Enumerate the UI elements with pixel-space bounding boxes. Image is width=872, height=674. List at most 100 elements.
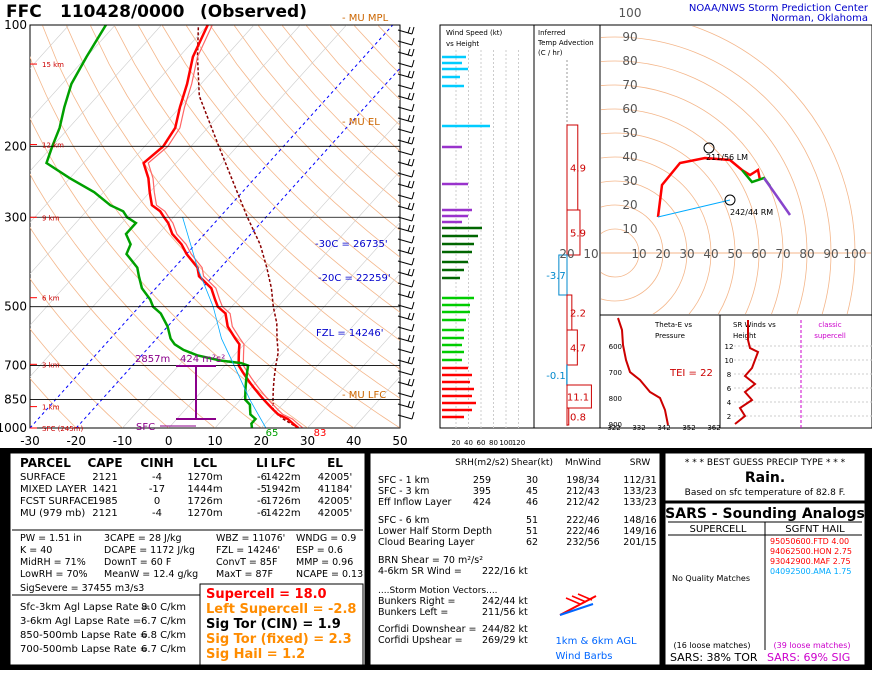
wind-barb-flag	[412, 280, 414, 287]
pressure-tick-label: 850	[4, 393, 27, 407]
parcel-cell: 1726m	[265, 496, 300, 507]
srw-y-label: 6	[727, 385, 732, 393]
srwind-value: 222/16 kt	[482, 566, 528, 577]
kin-cell: SFC - 6 km	[378, 515, 429, 526]
composite-param: Sig Hail = 1.2	[206, 647, 305, 662]
temp-tick-label: -20	[66, 434, 86, 448]
wind-barb-flag	[412, 291, 414, 298]
wind-barb-flag	[412, 346, 414, 353]
parcel-header: CAPE	[87, 456, 122, 470]
precip-title: * * * BEST GUESS PRECIP TYPE * * *	[685, 458, 846, 468]
advection-title-2: Temp Advection	[537, 39, 594, 47]
wind-barb-flag	[412, 126, 414, 133]
sars-hail-match: 04092500.AMA 1.75	[770, 567, 851, 576]
wind-barb-flag	[412, 368, 414, 375]
bunkers-l-label: Bunkers Left =	[378, 607, 448, 618]
lapse-label: 700-500mb Lapse Rate =	[20, 644, 148, 655]
wind-barb-flag	[412, 236, 414, 243]
parcel-cell: MIXED LAYER	[20, 484, 87, 495]
sigsevere-label: SigSevere = 37455 m3/s3	[20, 583, 144, 594]
hodo-ring-label: 50	[622, 126, 637, 140]
lapse-value: 6.7 C/km	[141, 644, 186, 655]
sars-hail-match: 93042900.MAF 2.75	[770, 557, 851, 566]
height-label: 3 km	[42, 361, 60, 369]
advection-value: -3.7	[546, 271, 566, 282]
kin-header: SRW	[630, 458, 651, 468]
thermo-cell: ESP = 0.6	[296, 545, 343, 556]
wind-barb-flag	[412, 181, 414, 188]
srw-y-label: 10	[725, 357, 734, 365]
kin-cell: 51	[526, 526, 538, 537]
fzl-label: FZL = 14246'	[316, 328, 383, 339]
sars-loose-2: (39 loose matches)	[774, 641, 851, 650]
advection-value: 2.2	[570, 309, 586, 320]
kin-cell: 133/23	[623, 486, 656, 497]
wind-tick-label: 80	[489, 439, 498, 447]
wind-tick-label: 40	[464, 439, 473, 447]
wind-barb-flag2	[408, 181, 410, 187]
parcel-cell: SURFACE	[20, 472, 65, 483]
corfidi-d-value: 244/82 kt	[482, 624, 528, 635]
srw-y-label: 4	[727, 399, 732, 407]
sr-winds-panel: SR Winds vsHeightclassicsupercell1210864…	[720, 315, 872, 428]
kin-cell: 46	[526, 497, 538, 508]
wind-tick-label: 100	[499, 439, 512, 447]
kin-cell: 232/56	[566, 537, 599, 548]
mu-el-label: - MU EL	[342, 117, 380, 128]
advection-title-1: Inferred	[538, 29, 566, 37]
height-label: 6 km	[42, 295, 60, 303]
thetae-title-2: Pressure	[655, 332, 685, 340]
parcel-header: PARCEL	[20, 456, 71, 470]
composite-param: Sig Tor (fixed) = 2.3	[206, 632, 352, 647]
kin-header: MnWind	[565, 458, 601, 468]
wind-barb-flag2	[408, 269, 410, 275]
kin-cell: 222/46	[566, 526, 599, 537]
kin-cell: 148/16	[623, 515, 656, 526]
parcel-cell: 2121	[92, 508, 117, 519]
parcel-header: LI	[256, 456, 268, 470]
thermo-cell: NCAPE = 0.13	[296, 569, 363, 580]
parcel-cell: 0	[154, 496, 160, 507]
parcel-cell: 1942m	[265, 484, 300, 495]
srw-tag-1: classic	[818, 321, 841, 329]
kin-cell: SFC - 3 km	[378, 486, 429, 497]
hodo-x-label: 10	[583, 247, 598, 261]
thermo-cell: 3CAPE = 28 J/kg	[104, 533, 182, 544]
wind-barb-flag2	[408, 313, 410, 319]
thermo-cell: PW = 1.51 in	[20, 533, 82, 544]
iso-20-label: -20C = 22259'	[318, 273, 391, 284]
wind-barb-flag	[412, 49, 414, 56]
surface-dew-label: 65	[266, 428, 279, 439]
pressure-tick-label: 700	[4, 359, 27, 373]
wind-barb-flag	[412, 412, 414, 419]
wind-barb-flag	[412, 335, 414, 342]
parcel-cell: MU (979 mb)	[20, 508, 85, 519]
parcel-cell: 41184'	[318, 484, 353, 495]
sars-title: SARS - Sounding Analogs	[665, 506, 865, 522]
thetae-title-1: Theta-E vs	[654, 321, 692, 329]
thermo-cell: MeanW = 12.4 g/kg	[104, 569, 198, 580]
lapse-label: 850-500mb Lapse Rate =	[20, 630, 148, 641]
wind-barb-flag	[412, 27, 414, 34]
pressure-tick-label: 300	[4, 210, 27, 224]
wind-barb-flag	[412, 269, 414, 276]
kin-cell: 45	[526, 486, 538, 497]
advection-value: 0.8	[570, 413, 586, 424]
temp-tick-label: -10	[113, 434, 133, 448]
wind-barb-flag	[412, 390, 414, 397]
thermo-cell: MMP = 0.96	[296, 557, 353, 568]
srw-y-label: 8	[727, 371, 731, 379]
wind-barb-flag2	[408, 335, 410, 341]
pressure-tick-label: 100	[4, 18, 27, 32]
sars-sig: SARS: 69% SIG	[767, 651, 850, 664]
lapse-value: 6.8 C/km	[141, 630, 186, 641]
hodo-ring-label: 20	[622, 198, 637, 212]
parcel-cell: 1422m	[265, 508, 300, 519]
precip-note: Based on sfc temperature of 82.8 F.	[685, 488, 846, 498]
wind-barb-flag	[412, 170, 414, 177]
kin-cell: 133/23	[623, 497, 656, 508]
kin-cell: Eff Inflow Layer	[378, 497, 452, 508]
wind-barb-flag2	[408, 247, 410, 253]
